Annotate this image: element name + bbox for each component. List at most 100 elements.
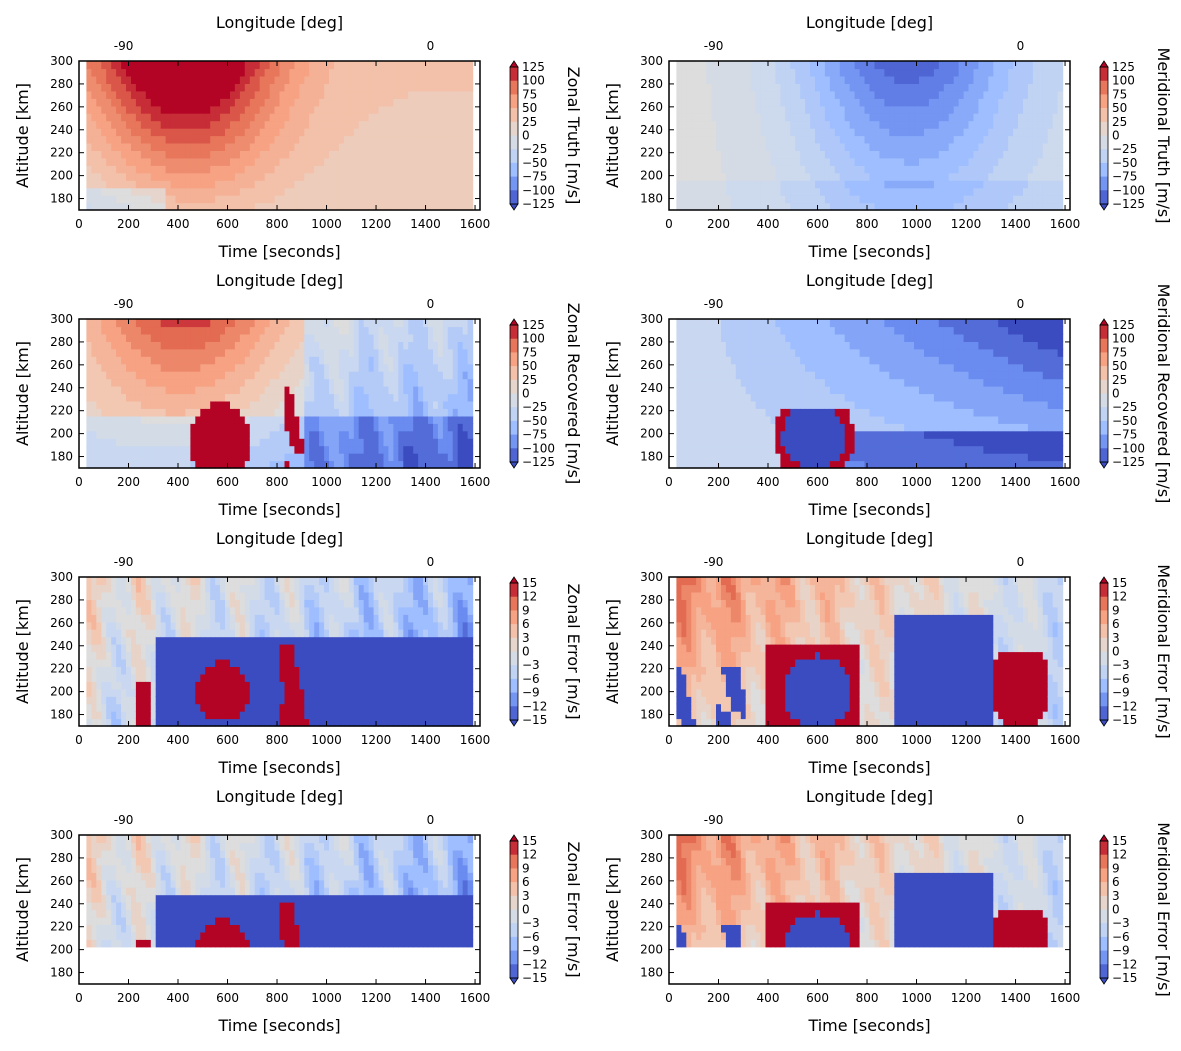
heatmap-cell (899, 98, 905, 107)
heatmap-cell (140, 68, 147, 77)
heatmap-cell (462, 83, 469, 92)
heatmap-cell (998, 128, 1004, 137)
heatmap-cell (467, 400, 474, 409)
heatmap-cell (1018, 120, 1024, 129)
heatmap-cell (165, 341, 172, 350)
heatmap-cell (175, 348, 182, 357)
heatmap-cell (770, 120, 777, 129)
heatmap-cell (299, 75, 305, 84)
heatmap-cell (928, 202, 935, 211)
heatmap-cell (249, 83, 256, 92)
heatmap-cell (706, 135, 712, 144)
heatmap-cell (145, 187, 152, 196)
heatmap-cell (1003, 75, 1009, 84)
heatmap-cell (899, 202, 905, 211)
heatmap-cell (121, 105, 127, 114)
heatmap-cell (373, 348, 380, 357)
heatmap-cell (353, 172, 360, 181)
heatmap-cell (933, 165, 940, 174)
heatmap-cell (140, 157, 147, 166)
heatmap-cell (1037, 157, 1044, 166)
heatmap-cell (859, 142, 866, 151)
heatmap-cell (378, 363, 385, 372)
heatmap-cell (1057, 105, 1064, 114)
heatmap-cell (314, 165, 320, 174)
heatmap-cell (745, 68, 752, 77)
heatmap-cell (418, 202, 424, 211)
heatmap-cell (259, 75, 266, 84)
heatmap-cell (740, 98, 747, 107)
heatmap-cell (121, 68, 127, 77)
heatmap-cell (735, 187, 742, 196)
heatmap-cell (1032, 187, 1039, 196)
heatmap-cell (324, 165, 330, 174)
heatmap-cell (324, 453, 330, 462)
heatmap-cell (150, 341, 157, 350)
heatmap-cell (988, 68, 994, 77)
heatmap-cell (338, 98, 345, 107)
heatmap-cell (716, 172, 722, 181)
heatmap-cell (254, 157, 261, 166)
heatmap-cell (185, 202, 191, 211)
heatmap-cell (388, 326, 394, 335)
heatmap-cell (790, 135, 796, 144)
heatmap-cell (160, 157, 167, 166)
heatmap-cell (274, 90, 281, 99)
heatmap-cell (423, 400, 429, 409)
heatmap-cell (1018, 172, 1024, 181)
heatmap-cell (215, 195, 221, 204)
heatmap-cell (190, 363, 196, 372)
heatmap-cell (393, 120, 399, 129)
heatmap-cell (770, 90, 777, 99)
heatmap-cell (111, 157, 117, 166)
heatmap-cell (160, 150, 167, 159)
y-tick-label: 260 (50, 100, 73, 114)
heatmap-cell (126, 378, 132, 387)
heatmap-cell (348, 172, 355, 181)
heatmap-cell (1042, 180, 1049, 189)
heatmap-cell (889, 120, 895, 129)
heatmap-cell (348, 430, 355, 439)
heatmap-cell (91, 423, 97, 432)
heatmap-cell (398, 415, 404, 424)
heatmap-cell (145, 386, 152, 395)
heatmap-cell (933, 90, 940, 99)
heatmap-cell (284, 90, 291, 99)
heatmap-cell (165, 430, 172, 439)
heatmap-cell (721, 120, 727, 129)
heatmap-cell (220, 68, 226, 77)
heatmap-cell (314, 75, 320, 84)
heatmap-cell (973, 180, 980, 189)
heatmap-cell (348, 98, 355, 107)
heatmap-cell (938, 150, 945, 159)
heatmap-cell (750, 150, 757, 159)
heatmap-cell (408, 363, 414, 372)
heatmap-cell (403, 445, 409, 454)
heatmap-cell (195, 128, 201, 137)
heatmap-cell (329, 120, 335, 129)
heatmap-cell (234, 356, 241, 365)
heatmap-cell (418, 157, 424, 166)
heatmap-cell (686, 61, 692, 70)
heatmap-cell (899, 157, 905, 166)
heatmap-cell (244, 356, 251, 365)
heatmap-cell (264, 113, 271, 122)
heatmap-cell (418, 180, 424, 189)
heatmap-cell (101, 98, 107, 107)
heatmap-cell (869, 128, 876, 137)
heatmap-cell (140, 415, 147, 424)
heatmap-cell (314, 187, 320, 196)
heatmap-cell (408, 113, 414, 122)
heatmap-cell (914, 135, 920, 144)
heatmap-cell (938, 113, 945, 122)
heatmap-cell (363, 393, 370, 402)
heatmap-cell (973, 120, 980, 129)
heatmap-cell (393, 157, 399, 166)
heatmap-cell (215, 341, 221, 350)
heatmap-cell (442, 386, 449, 395)
heatmap-cell (1027, 128, 1034, 137)
heatmap-cell (810, 142, 816, 151)
heatmap-cell (467, 68, 474, 77)
colorbar-segment (510, 379, 518, 394)
heatmap-cell (467, 187, 474, 196)
